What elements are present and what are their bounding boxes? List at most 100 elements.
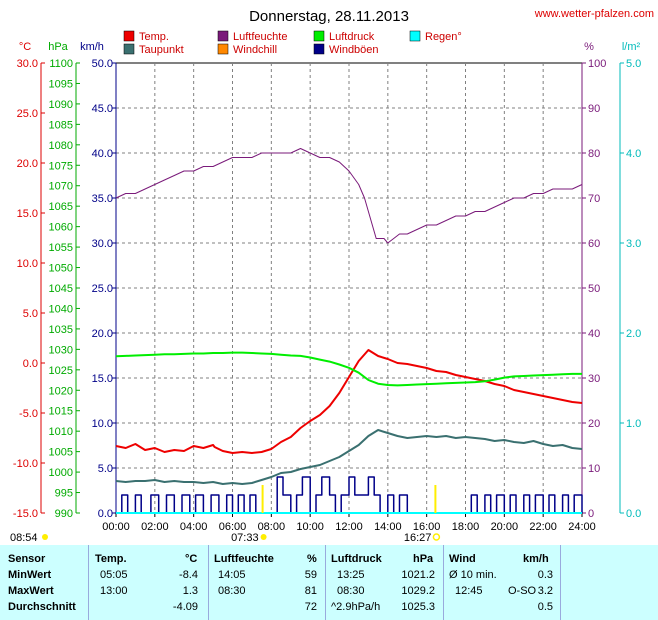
humidity-tick-label: 50 xyxy=(588,283,600,295)
temp-tick-label: -15.0 xyxy=(13,508,38,520)
legend-swatch xyxy=(217,30,229,42)
wind-avg-value: 0.3 xyxy=(537,569,553,581)
updated-time: 08:54 xyxy=(10,532,38,544)
rain-tick-label: 0.0 xyxy=(626,508,641,520)
temp-tick-label: 0.0 xyxy=(23,358,38,370)
updated-sun-icon xyxy=(42,534,48,540)
legend: Temp. Luftfeuchte Luftdruck Regen° Taupunkt W… xyxy=(123,30,462,56)
wind-max-value: 3.2 xyxy=(537,585,553,597)
header-sensor: Sensor xyxy=(8,553,46,565)
wind-tick-label: 50.0 xyxy=(92,58,113,70)
wind-tick-label: 25.0 xyxy=(92,283,113,295)
pressure-tick-label: 1010 xyxy=(49,426,73,438)
header-temp: Temp. xyxy=(95,553,127,565)
pressure-tick-label: 1095 xyxy=(49,78,73,90)
header-pressure: Luftdruck xyxy=(331,553,382,565)
wind-max-time: 12:45 xyxy=(455,585,483,597)
pressure-tick-label: 1025 xyxy=(49,365,73,377)
statistics-table: Sensor Temp. °C Luftfeuchte % Luftdruck … xyxy=(0,545,658,620)
wind-max-direction: O-SO xyxy=(508,585,537,597)
temp-tick-label: 20.0 xyxy=(17,158,38,170)
pressure-tick-label: 1015 xyxy=(49,406,73,418)
x-tick-label: 22:00 xyxy=(529,521,557,533)
pressure-tick-label: 1005 xyxy=(49,447,73,459)
x-tick-label: 24:00 xyxy=(568,521,596,533)
sunrise-icon xyxy=(260,534,267,540)
legend-swatch xyxy=(123,30,135,42)
legend-label: Windböen xyxy=(329,44,379,56)
pressure-tick-label: 990 xyxy=(55,508,73,520)
wind-avg-label: Ø 10 min. xyxy=(449,569,497,581)
legend-label: Luftdruck xyxy=(329,31,375,43)
x-tick-label: 20:00 xyxy=(491,521,519,533)
series-line-windböen xyxy=(116,476,583,514)
temp-tick-label: 30.0 xyxy=(17,58,38,70)
pressure-tick-label: 1050 xyxy=(49,263,73,275)
max-humidity-time: 08:30 xyxy=(218,585,246,597)
x-tick-label: 14:00 xyxy=(374,521,402,533)
series-line-luftfeuchte xyxy=(115,148,583,244)
axis-ticks: 30.0 25.0 20.0 15.0 10.0 5.0 0.0 -5.0 -10.0 -15.0… xyxy=(13,58,641,533)
temp-tick-label: -5.0 xyxy=(19,408,38,420)
legend-label: Regen° xyxy=(425,31,462,43)
humidity-tick-label: 10 xyxy=(588,463,600,475)
legend-swatch xyxy=(123,43,135,55)
pressure-tick-label: 1055 xyxy=(49,242,73,254)
pressure-tick-label: 1030 xyxy=(49,344,73,356)
humidity-tick-label: 100 xyxy=(588,58,606,70)
temp-tick-label: 15.0 xyxy=(17,208,38,220)
pressure-tick-label: 1080 xyxy=(49,140,73,152)
pressure-tick-label: 1060 xyxy=(49,222,73,234)
x-tick-label: 18:00 xyxy=(452,521,480,533)
header-wind: Wind xyxy=(449,553,476,565)
source-link[interactable]: www.wetter-pfalzen.com xyxy=(534,8,654,20)
column-divider xyxy=(208,545,209,620)
chart-title: Donnerstag, 28.11.2013 xyxy=(249,8,409,25)
series-line-luftdruck xyxy=(115,351,582,387)
pressure-tick-label: 1035 xyxy=(49,324,73,336)
legend-swatch xyxy=(217,43,229,55)
series-line-taupunkt xyxy=(115,429,583,485)
humidity-tick-label: 70 xyxy=(588,193,600,205)
temp-tick-label: 5.0 xyxy=(23,308,38,320)
pressure-tick-label: 1000 xyxy=(49,467,73,479)
rain-tick-label: 5.0 xyxy=(626,58,641,70)
humidity-tick-label: 40 xyxy=(588,328,600,340)
sunset-icon xyxy=(432,533,441,541)
header-humidity: Luftfeuchte xyxy=(214,553,274,565)
wind-tick-label: 20.0 xyxy=(92,328,113,340)
pressure-tick-label: 1100 xyxy=(49,58,73,70)
pressure-tick-label: 1045 xyxy=(49,283,73,295)
header-humidity-unit: % xyxy=(307,553,317,565)
column-divider xyxy=(443,545,444,620)
rain-tick-label: 2.0 xyxy=(626,328,641,340)
row-max-label: MaxWert xyxy=(8,585,54,597)
wind-unit-label: km/h xyxy=(80,41,104,53)
temp-unit-label: °C xyxy=(19,41,31,53)
header-pressure-unit: hPa xyxy=(413,553,434,565)
pressure-tick-label: 995 xyxy=(55,488,73,500)
avg-temp-value: -4.09 xyxy=(172,601,198,613)
min-temp-value: -8.4 xyxy=(179,569,198,581)
humidity-tick-label: 90 xyxy=(588,103,600,115)
pressure-tick-label: 1085 xyxy=(49,119,73,131)
pressure-tick-label: 1070 xyxy=(49,181,73,193)
max-pressure-value: 1029.2 xyxy=(401,585,435,597)
row-min-label: MinWert xyxy=(8,569,52,581)
legend-label: Windchill xyxy=(233,44,277,56)
humidity-tick-label: 30 xyxy=(588,373,600,385)
rain-unit-label: l/m² xyxy=(622,41,641,53)
pressure-tick-label: 1090 xyxy=(49,99,73,111)
min-pressure-value: 1021.2 xyxy=(401,569,435,581)
x-tick-label: 08:00 xyxy=(258,521,286,533)
temp-tick-label: -10.0 xyxy=(13,458,38,470)
avg-pressure-value: 1025.3 xyxy=(401,601,435,613)
sun-markers: 07:33 16:27 08:54 xyxy=(10,485,441,544)
x-tick-label: 12:00 xyxy=(335,521,363,533)
temp-tick-label: 25.0 xyxy=(17,108,38,120)
legend-swatch xyxy=(313,43,325,55)
legend-label: Temp. xyxy=(139,31,169,43)
x-tick-label: 04:00 xyxy=(180,521,208,533)
wind-tick-label: 45.0 xyxy=(92,103,113,115)
series-lines xyxy=(115,148,583,514)
